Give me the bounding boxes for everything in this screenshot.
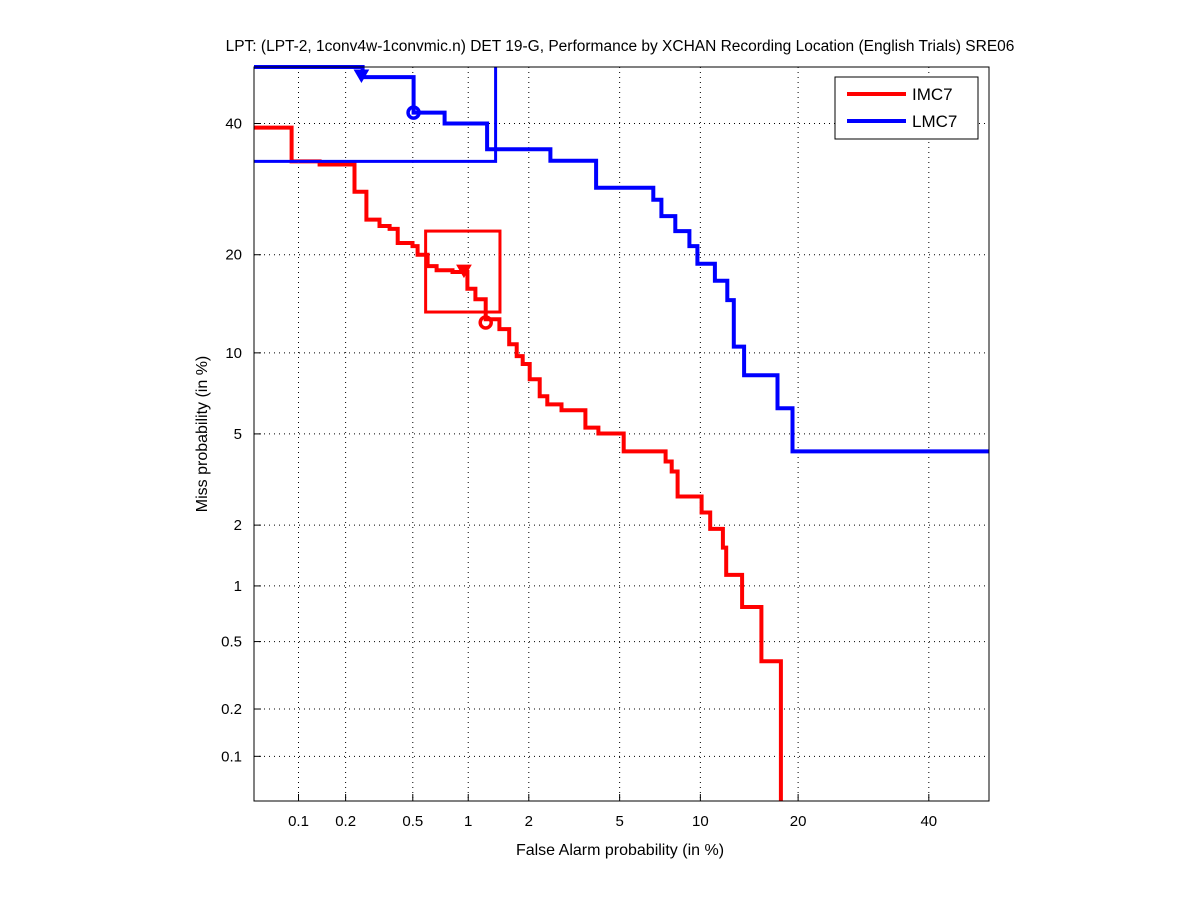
x-tick-label: 20	[790, 813, 807, 830]
y-tick-label: 2	[234, 517, 242, 534]
legend-label-lmc7: LMC7	[912, 112, 957, 131]
legend: IMC7 LMC7	[834, 76, 979, 140]
min-dcf-box-imc7	[424, 229, 502, 314]
y-tick-label: 0.1	[221, 748, 242, 765]
y-tick-label: 40	[225, 116, 242, 133]
x-tick-label: 40	[920, 813, 937, 830]
y-axis-label: Miss probability (in %)	[194, 356, 211, 512]
x-tick-label: 0.1	[288, 813, 309, 830]
y-tick-label: 0.5	[221, 634, 242, 651]
det-curve-lmc7	[254, 65, 989, 454]
y-tick-label: 10	[225, 345, 242, 362]
y-tick-label: 5	[234, 426, 242, 443]
x-tick-label: 5	[615, 813, 623, 830]
x-tick-label: 1	[464, 813, 472, 830]
x-tick-label: 0.2	[335, 813, 356, 830]
actual-dcf-marker-imc7	[456, 264, 472, 279]
y-tick-label: 1	[234, 578, 242, 595]
x-tick-label: 10	[692, 813, 709, 830]
series-group	[254, 65, 989, 801]
x-axis-label: False Alarm probability (in %)	[516, 842, 724, 859]
x-tick-label: 0.5	[402, 813, 423, 830]
x-tick-label: 2	[525, 813, 533, 830]
chart-title: LPT: (LPT-2, 1conv4w-1convmic.n) DET 19-…	[226, 38, 1015, 55]
x-axis-ticks: 0.1 0.2 0.5 1 2 5 10 20 40	[288, 794, 937, 830]
y-tick-label: 20	[225, 247, 242, 264]
min-dcf-marker-imc7	[478, 315, 493, 330]
min-dcf-box-lmc7	[254, 67, 498, 163]
y-tick-label: 0.2	[221, 701, 242, 718]
actual-dcf-marker-lmc7	[353, 69, 370, 83]
legend-box	[834, 76, 979, 140]
min-dcf-marker-lmc7	[406, 105, 421, 120]
det-curve-imc7	[254, 125, 783, 801]
y-axis-ticks: 0.1 0.2 0.5 1 2 5 10 20 40	[221, 116, 261, 765]
legend-label-imc7: IMC7	[912, 85, 953, 104]
